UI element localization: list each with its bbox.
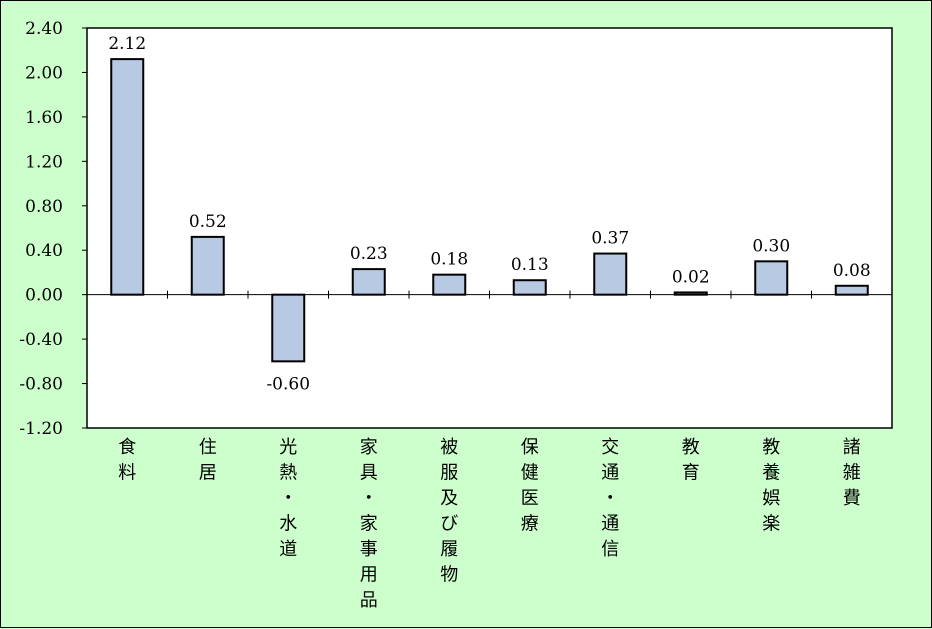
y-tick-label: -1.20 — [19, 419, 63, 439]
data-label: 0.52 — [189, 212, 227, 232]
category-label: 教養娯楽 — [762, 437, 780, 535]
bar — [754, 260, 789, 296]
plot-area — [86, 27, 893, 429]
bars — [110, 58, 869, 363]
bar — [512, 279, 547, 296]
category-label: 住居 — [199, 437, 217, 484]
y-tick-label: 2.00 — [25, 63, 63, 83]
category-label: 食料 — [118, 437, 136, 484]
data-label: 0.18 — [430, 250, 468, 270]
category-label: 家具・家事用品 — [360, 437, 378, 611]
bar — [834, 284, 869, 296]
category-label: 教育 — [682, 437, 700, 484]
bar — [673, 291, 708, 296]
y-tick-label: 0.80 — [25, 197, 63, 217]
bar — [271, 293, 306, 363]
bar — [351, 268, 386, 296]
data-label: 0.37 — [591, 229, 629, 249]
data-label: -0.60 — [266, 374, 310, 394]
bar — [190, 235, 225, 296]
category-label: 諸雑費 — [843, 437, 861, 509]
data-label: 0.30 — [752, 236, 790, 256]
category-label: 交通・通信 — [601, 437, 619, 560]
y-axis: 2.40 2.00 1.60 1.20 0.80 0.40 0.00 -0.40 -0.80 -1… — [19, 19, 87, 439]
y-tick-label: 0.40 — [25, 241, 63, 261]
y-tick-label: 0.00 — [25, 286, 63, 306]
data-label: 2.12 — [108, 34, 146, 54]
category-labels: 食料 住居 光熱・水道 家具・家事用品 被服及び履物 保健医療 交通・通信 教育 教養娯楽 諸雑費 — [118, 437, 861, 611]
data-labels: 2.12 0.52 -0.60 0.23 0.18 0.13 0.37 0.02 0.30 0.0… — [108, 34, 870, 394]
data-label: 0.13 — [511, 255, 549, 275]
y-tick-label: 1.20 — [25, 152, 63, 172]
y-tick-label: 1.60 — [25, 108, 63, 128]
bar — [593, 252, 628, 296]
bar — [432, 273, 467, 296]
data-label: 0.08 — [833, 261, 871, 281]
y-tick-label: 2.40 — [25, 19, 63, 39]
y-tick-label: -0.40 — [19, 330, 63, 350]
category-label: 保健医療 — [521, 437, 539, 535]
category-label: 光熱・水道 — [279, 437, 297, 560]
data-label: 0.23 — [350, 244, 388, 264]
y-tick-label: -0.80 — [19, 375, 63, 395]
data-label: 0.02 — [672, 267, 710, 287]
bar — [110, 58, 145, 296]
category-label: 被服及び履物 — [440, 437, 458, 586]
